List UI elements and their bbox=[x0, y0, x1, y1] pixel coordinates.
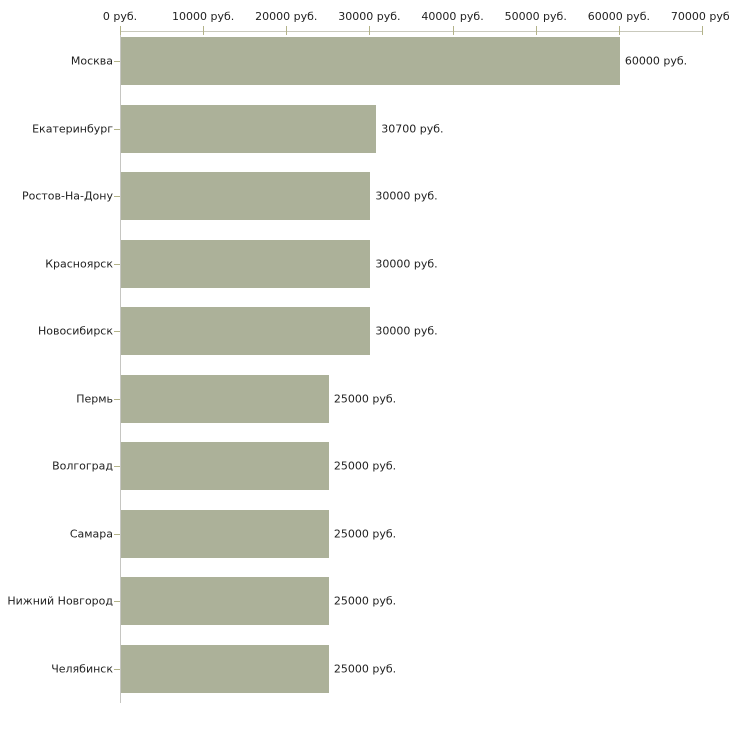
bar-value-label: 25000 руб. bbox=[333, 662, 397, 675]
x-axis-tick bbox=[203, 26, 205, 35]
bar-0 bbox=[121, 37, 620, 85]
category-label: Пермь bbox=[76, 392, 113, 405]
x-axis-tick bbox=[369, 26, 371, 35]
category-label: Челябинск bbox=[51, 662, 113, 675]
bar-value-label: 30000 руб. bbox=[375, 257, 438, 270]
bar-value-label: 30000 руб. bbox=[375, 324, 438, 338]
bar-5 bbox=[121, 374, 329, 423]
x-axis-tick-label: 20000 руб. bbox=[255, 10, 318, 23]
bar-3 bbox=[121, 239, 371, 288]
category-label: Екатеринбург bbox=[32, 122, 113, 135]
y-axis-line bbox=[120, 31, 121, 703]
bar-value-label: 25000 руб. bbox=[333, 594, 397, 608]
bar-2 bbox=[121, 172, 371, 220]
category-label: Новосибирск bbox=[37, 324, 113, 338]
category-label: Самара bbox=[69, 527, 113, 540]
x-axis-tick bbox=[535, 26, 537, 35]
x-axis-tick-label: 0 руб. bbox=[102, 10, 138, 23]
bar-value-label: 25000 руб. bbox=[333, 392, 397, 405]
category-label: Нижний Новгород bbox=[7, 594, 113, 608]
bar-value-label: 30700 руб. bbox=[381, 122, 444, 135]
bar-value-label: 25000 руб. bbox=[333, 527, 397, 540]
y-axis-tick bbox=[114, 263, 120, 265]
y-axis-tick bbox=[114, 331, 120, 332]
y-axis-tick bbox=[114, 61, 120, 62]
category-label: Москва bbox=[70, 54, 113, 68]
y-axis-tick bbox=[114, 533, 120, 535]
category-label: Ростов-На-Дону bbox=[21, 189, 113, 203]
x-axis-tick bbox=[286, 26, 288, 35]
bar-value-label: 25000 руб. bbox=[333, 459, 397, 473]
x-axis-tick-label: 70000 руб. bbox=[670, 10, 730, 23]
x-axis-tick-label: 60000 руб. bbox=[587, 10, 650, 23]
bar-6 bbox=[121, 442, 329, 490]
x-axis-tick bbox=[702, 26, 703, 35]
y-axis-tick bbox=[114, 668, 120, 670]
x-axis-tick-label: 10000 руб. bbox=[172, 10, 235, 23]
bar-1 bbox=[121, 104, 377, 153]
bar-value-label: 60000 руб. bbox=[624, 54, 688, 68]
y-axis-tick bbox=[114, 601, 120, 602]
x-axis-tick bbox=[120, 26, 121, 35]
bar-9 bbox=[121, 644, 329, 693]
x-axis-tick-label: 30000 руб. bbox=[338, 10, 401, 23]
x-axis-tick-label: 40000 руб. bbox=[421, 10, 484, 23]
category-label: Красноярск bbox=[45, 257, 113, 270]
category-label: Волгоград bbox=[52, 459, 113, 473]
x-axis-tick bbox=[618, 26, 620, 35]
bar-8 bbox=[121, 577, 329, 625]
y-axis-tick bbox=[114, 128, 120, 130]
bar-7 bbox=[121, 509, 329, 558]
y-axis-tick bbox=[114, 466, 120, 467]
x-axis-tick-label: 50000 руб. bbox=[504, 10, 567, 23]
y-axis-tick bbox=[114, 398, 120, 400]
x-axis-tick bbox=[452, 26, 454, 35]
bar-value-label: 30000 руб. bbox=[375, 189, 438, 203]
y-axis-tick bbox=[114, 196, 120, 197]
bar-4 bbox=[121, 307, 371, 355]
x-axis-line bbox=[120, 31, 702, 32]
